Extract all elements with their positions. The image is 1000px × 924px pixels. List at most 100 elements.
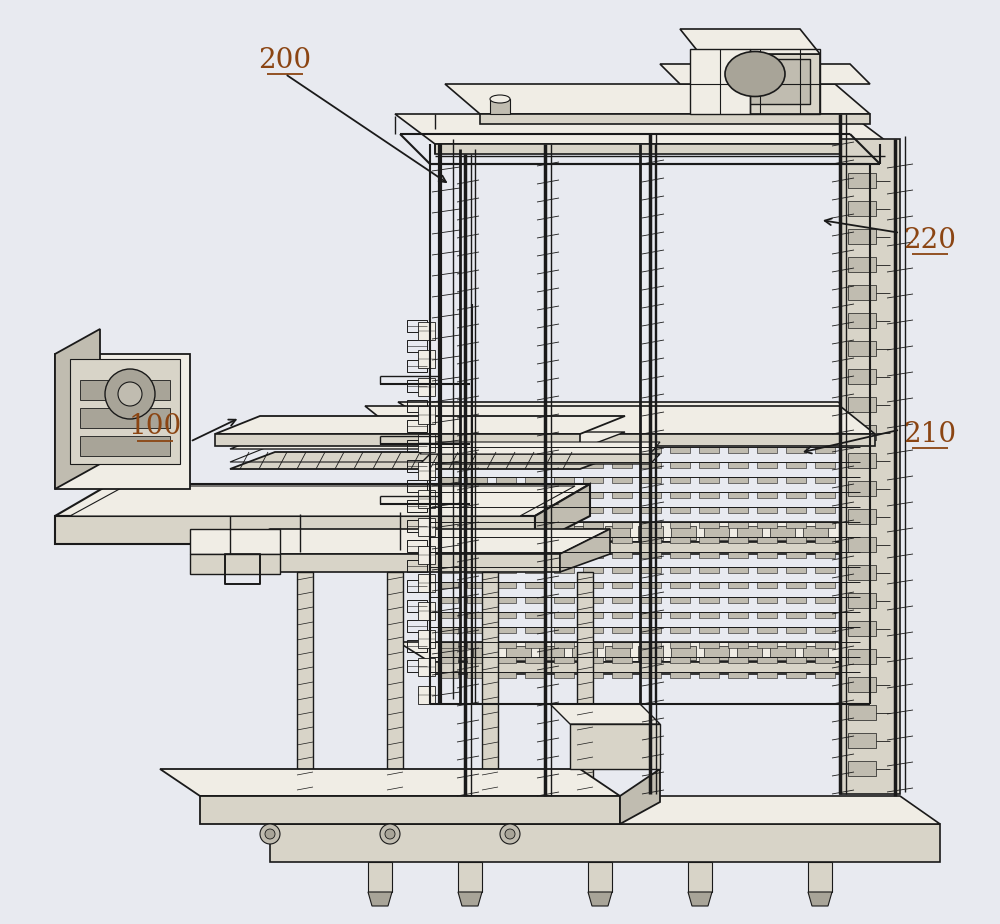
Bar [438,567,458,573]
Bar [438,537,458,543]
Bar [438,627,458,633]
Bar [786,507,806,513]
Polygon shape [230,452,625,469]
Bar [496,582,516,588]
Bar [506,526,531,540]
Bar [848,761,876,776]
Bar [848,173,876,188]
Bar [704,646,729,660]
Bar [467,492,487,498]
Bar [525,552,545,558]
Polygon shape [808,892,832,906]
Bar [815,507,835,513]
Bar [848,369,876,384]
Polygon shape [398,642,870,662]
Polygon shape [80,380,170,400]
Bar [525,612,545,618]
Bar [583,567,603,573]
Polygon shape [400,434,875,446]
Bar [496,537,516,543]
Bar [815,642,835,648]
Polygon shape [480,114,870,124]
Polygon shape [435,144,890,154]
Bar [612,447,632,453]
Bar [583,657,603,663]
Bar [612,567,632,573]
Circle shape [105,369,155,419]
Polygon shape [588,862,612,892]
Bar [612,507,632,513]
Bar [699,567,719,573]
Bar [638,526,663,540]
Bar [670,597,690,603]
Bar [638,646,663,660]
Bar [638,406,663,420]
Polygon shape [418,686,435,704]
Bar [496,597,516,603]
Polygon shape [70,359,180,464]
Polygon shape [365,406,875,434]
Bar [612,612,632,618]
Polygon shape [565,796,605,809]
Polygon shape [430,662,870,674]
Bar [699,642,719,648]
Bar [704,406,729,420]
Bar [670,462,690,468]
Bar [539,646,564,660]
Bar [467,567,487,573]
Bar [440,406,465,420]
Bar [605,526,630,540]
Polygon shape [458,892,482,906]
Bar [525,672,545,678]
Bar [728,552,748,558]
Bar [770,646,795,660]
Bar [438,672,458,678]
Bar [438,462,458,468]
Bar [786,552,806,558]
Bar [815,672,835,678]
Bar [525,507,545,513]
Bar [670,612,690,618]
Bar [583,477,603,483]
Bar [848,229,876,244]
Bar [815,447,835,453]
Bar [699,582,719,588]
Bar [671,646,696,660]
Circle shape [505,829,515,839]
Polygon shape [418,630,435,648]
Bar [699,597,719,603]
Polygon shape [550,704,660,724]
Bar [554,522,574,528]
Bar [848,453,876,468]
Bar [815,597,835,603]
Bar [728,477,748,483]
Bar [757,597,777,603]
Bar [438,447,458,453]
Polygon shape [395,114,890,144]
Bar [728,567,748,573]
Polygon shape [577,572,593,796]
Bar [467,522,487,528]
Polygon shape [445,84,870,114]
Bar [728,507,748,513]
Bar [554,597,574,603]
Ellipse shape [490,95,510,103]
Bar [757,612,777,618]
Bar [815,492,835,498]
Bar [670,552,690,558]
Bar [728,612,748,618]
Bar [583,507,603,513]
Bar [583,537,603,543]
Bar [438,612,458,618]
Bar [612,627,632,633]
Polygon shape [368,862,392,892]
Bar [438,657,458,663]
Bar [554,642,574,648]
Bar [728,462,748,468]
Bar [438,642,458,648]
Bar [737,406,762,420]
Bar [803,646,828,660]
Bar [848,201,876,216]
Bar [473,406,498,420]
Polygon shape [375,809,415,824]
